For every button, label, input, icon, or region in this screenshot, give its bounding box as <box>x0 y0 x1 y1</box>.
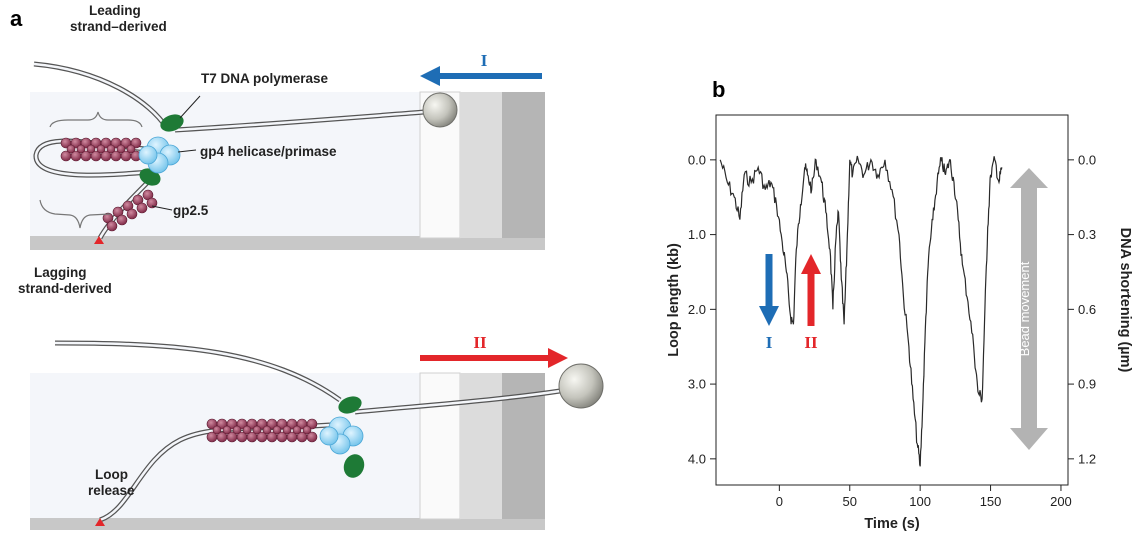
chart-arrow-I-label: I <box>766 333 773 352</box>
x-tick-label: 50 <box>843 494 857 509</box>
loop-release-label: Loop release <box>88 467 135 498</box>
gp25-released-beads <box>206 418 318 443</box>
x-ticks: 0 50 100 150 200 <box>776 485 1072 509</box>
polymerase-lower-bottom <box>343 454 365 478</box>
y-tick-label: 4.0 <box>688 451 706 466</box>
x-axis-label: Time (s) <box>864 516 920 532</box>
arrow-II-top: II <box>420 333 568 368</box>
y-ticks: 0.0 1.0 2.0 3.0 4.0 <box>688 152 716 466</box>
panel-a-label: a <box>10 6 23 31</box>
chart-arrow-I: I <box>759 254 779 352</box>
polymerase-leader <box>179 95 201 119</box>
bottom-wall-light <box>419 372 461 520</box>
anchor-top <box>94 236 104 244</box>
y-tick-label: 3.0 <box>688 377 706 392</box>
top-schematic: I Leading strand–derived T7 DNA polymera… <box>18 3 545 296</box>
top-wall-mid <box>460 92 502 238</box>
arrow-I-top-label: I <box>481 51 488 70</box>
bottom-bottom-surface <box>30 518 545 530</box>
y-tick-label: 0.0 <box>688 152 706 167</box>
x-tick-label: 0 <box>776 494 783 509</box>
helicase-bottom <box>319 416 364 455</box>
lagging-label: Lagging strand-derived <box>18 265 112 296</box>
arrow-II-top-label: II <box>473 333 487 352</box>
y2-tick-label: 0.6 <box>1078 302 1096 317</box>
y2-tick-label: 1.2 <box>1078 451 1096 466</box>
x-tick-label: 150 <box>980 494 1002 509</box>
y2-axis-label: DNA shortening (µm) <box>1117 228 1133 373</box>
panel-b-label: b <box>712 77 725 102</box>
chart-plot-area <box>715 114 1069 486</box>
helicase-label: gp4 helicase/primase <box>200 144 337 159</box>
loop-length-trace <box>719 155 1003 467</box>
anchor-bottom <box>95 518 105 526</box>
y-tick-label: 1.0 <box>688 227 706 242</box>
chart: 0 50 100 150 200 0.01.02.03.04.0 0.00.30.60.… <box>666 114 1133 532</box>
x-tick-label: 200 <box>1050 494 1072 509</box>
bead-movement-label: Bead movement <box>1017 261 1032 356</box>
bead-top <box>422 92 458 128</box>
lagging-brace <box>39 199 111 229</box>
gp25-label: gp2.5 <box>173 203 209 218</box>
leading-label: Leading strand–derived <box>70 3 167 34</box>
polymerase-top-bottom <box>338 396 362 414</box>
y2-tick-label: 0.3 <box>1078 227 1096 242</box>
helicase-leader <box>177 149 197 153</box>
chart-arrow-II-label: II <box>804 333 818 352</box>
chart-arrow-II: II <box>801 254 821 352</box>
bead-bottom <box>558 363 604 409</box>
y-axis-label: Loop length (kb) <box>666 243 682 357</box>
y2-tick-label: 0.9 <box>1078 377 1096 392</box>
top-bottom-surface <box>30 236 545 250</box>
polymerase-top <box>160 114 184 132</box>
y-tick-label: 2.0 <box>688 302 706 317</box>
x-tick-label: 100 <box>909 494 931 509</box>
bottom-schematic: II Loop release <box>30 333 604 530</box>
gp25-lower-beads <box>102 189 158 232</box>
gp25-leader <box>151 205 173 211</box>
gp25-loop-beads <box>60 137 142 162</box>
top-wall-dark <box>502 92 545 238</box>
arrow-I-top: I <box>420 51 542 86</box>
y2-ticks: 0.0 0.3 0.6 0.9 1.2 <box>1068 152 1096 466</box>
helicase <box>138 136 181 174</box>
bead-movement-arrow: Bead movement <box>1010 168 1048 450</box>
bottom-wall-mid <box>460 373 502 519</box>
y2-tick-label: 0.0 <box>1078 152 1096 167</box>
polymerase-label: T7 DNA polymerase <box>201 71 329 86</box>
loop-brace <box>49 111 143 128</box>
